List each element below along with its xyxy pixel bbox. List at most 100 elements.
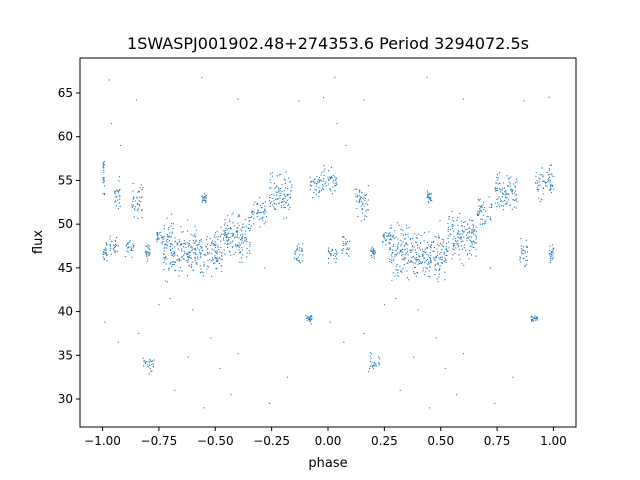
data-point [290, 190, 292, 192]
data-point [495, 189, 497, 191]
data-point [178, 258, 180, 260]
data-point [226, 229, 228, 231]
data-point [459, 258, 461, 260]
data-point [143, 361, 145, 363]
data-point [417, 309, 419, 311]
data-point [439, 267, 441, 269]
data-point [141, 189, 143, 191]
data-point [453, 230, 455, 232]
data-point [506, 201, 508, 203]
data-point [542, 180, 544, 182]
data-point [262, 216, 264, 218]
data-point [215, 257, 217, 260]
data-point [328, 179, 330, 181]
data-point [485, 210, 487, 212]
data-point [280, 201, 283, 204]
data-point [473, 241, 475, 243]
data-point [334, 179, 336, 181]
data-point [163, 253, 165, 256]
data-point [525, 246, 527, 248]
data-point [522, 249, 524, 251]
data-point [296, 248, 299, 250]
data-point [332, 179, 334, 181]
data-point [441, 262, 443, 264]
data-point [362, 203, 364, 205]
data-point [389, 235, 392, 237]
data-point [246, 252, 248, 254]
data-point [426, 247, 428, 249]
data-point [468, 230, 470, 232]
data-point [396, 263, 398, 266]
data-point [216, 267, 218, 270]
data-point [479, 212, 481, 214]
data-point [374, 364, 376, 366]
data-point [456, 394, 458, 396]
data-point [187, 261, 189, 263]
data-point [211, 243, 213, 245]
data-point [145, 251, 147, 254]
data-point [386, 239, 388, 241]
data-point [454, 237, 457, 240]
data-point [132, 245, 134, 247]
data-point [311, 316, 313, 318]
data-point [158, 238, 160, 240]
data-point [201, 195, 203, 198]
data-point [504, 203, 506, 205]
data-point [514, 186, 516, 188]
data-point [468, 231, 470, 234]
y-tick-label: 60 [58, 130, 73, 144]
data-point [468, 227, 470, 229]
data-point [505, 196, 507, 198]
data-point [196, 244, 198, 246]
data-point [286, 376, 289, 378]
data-point [398, 224, 400, 226]
data-point [481, 223, 483, 225]
data-point [508, 177, 510, 179]
data-point [407, 244, 409, 246]
data-point [137, 210, 139, 212]
data-point [316, 183, 318, 185]
data-point [248, 223, 250, 225]
data-point [403, 234, 405, 236]
data-point [211, 257, 214, 259]
data-point [372, 364, 375, 366]
data-point [115, 191, 117, 193]
data-point [242, 249, 244, 251]
data-point [309, 184, 311, 186]
data-point [328, 176, 330, 178]
data-point [198, 249, 200, 251]
data-point [521, 250, 523, 252]
data-point [103, 248, 105, 251]
data-point [237, 353, 239, 355]
data-point [132, 200, 134, 202]
data-point [289, 193, 291, 195]
data-point [103, 259, 105, 261]
data-point [438, 269, 441, 271]
data-point [218, 248, 220, 250]
data-point [359, 198, 361, 200]
data-point [394, 237, 396, 240]
data-point [132, 196, 134, 198]
data-point [405, 224, 407, 226]
data-point [192, 270, 194, 272]
data-point [355, 196, 357, 198]
data-point [260, 204, 262, 206]
data-point [297, 259, 299, 261]
data-point [164, 243, 167, 245]
data-point [483, 209, 485, 211]
data-point [332, 181, 334, 183]
data-point [477, 213, 479, 215]
data-point [330, 251, 332, 253]
data-point [400, 229, 402, 231]
data-point [201, 200, 204, 202]
data-point [515, 194, 517, 196]
data-point [207, 248, 209, 250]
data-point [393, 243, 395, 245]
data-point [241, 240, 243, 242]
data-point [417, 259, 419, 261]
data-point [225, 236, 227, 238]
data-point [217, 246, 219, 248]
data-point [402, 253, 404, 255]
data-point [166, 247, 168, 249]
data-point [131, 206, 133, 208]
